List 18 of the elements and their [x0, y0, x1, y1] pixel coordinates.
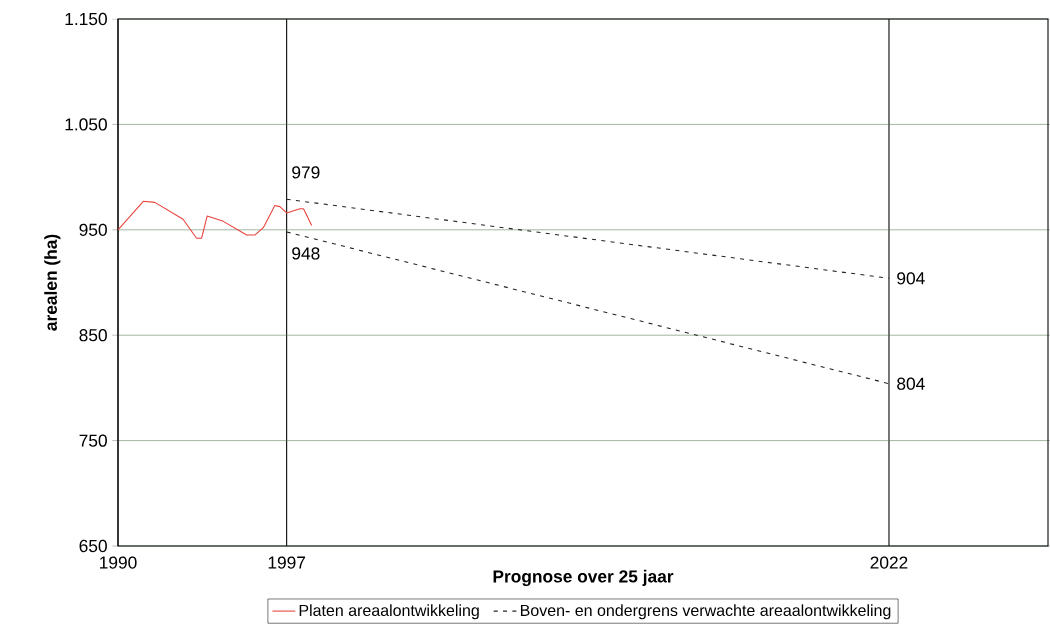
y-axis-title: arealen (ha)	[44, 234, 61, 331]
y-tick-label: 850	[79, 329, 107, 342]
y-tick-label: 650	[79, 539, 107, 553]
data-label: 979	[292, 166, 320, 179]
y-tick-label: 1.050	[65, 118, 107, 131]
x-tick-label: 1997	[268, 556, 306, 569]
y-tick-label: 950	[79, 223, 107, 236]
y-tick-label: 1.150	[65, 12, 107, 26]
y-tick-label: 750	[79, 434, 107, 447]
legend-label: Boven- en ondergrens verwachte areaalontwikkeling	[520, 604, 891, 620]
x-axis-title: Prognose over 25 jaar	[493, 569, 674, 587]
x-tick-label: 1990	[100, 556, 137, 569]
x-tick-label: 2022	[870, 556, 908, 569]
legend-label: Platen areaalontwikkeling	[299, 604, 479, 620]
data-label: 904	[897, 272, 925, 285]
data-label: 804	[897, 377, 925, 390]
line-series	[117, 200, 313, 239]
data-label: 948	[292, 247, 320, 260]
